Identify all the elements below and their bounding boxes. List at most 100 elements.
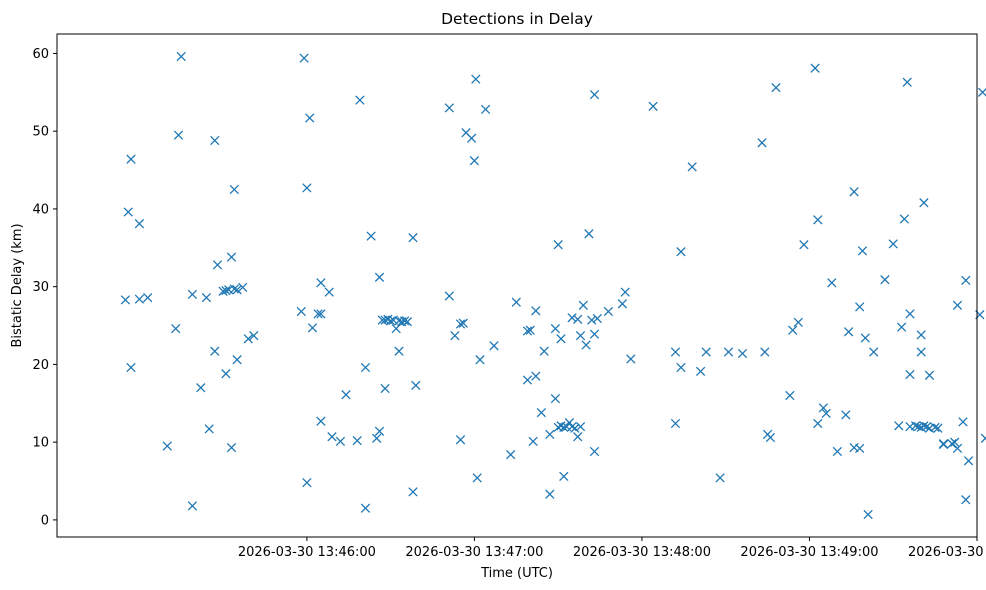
data-point [855, 302, 865, 312]
data-point [391, 323, 401, 334]
data-point [589, 89, 600, 100]
data-point [366, 231, 376, 241]
data-point [126, 362, 136, 373]
data-point [810, 63, 820, 73]
y-axis-ticks: 0 10 20 30 40 50 60 [32, 47, 57, 528]
data-point [575, 421, 586, 432]
data-point [676, 362, 686, 373]
data-point [617, 299, 628, 309]
data-point [469, 156, 480, 166]
data-point [380, 383, 390, 394]
data-point [522, 375, 533, 385]
data-point [902, 77, 912, 87]
data-point [536, 407, 547, 418]
data-point [589, 329, 600, 339]
data-point [187, 289, 198, 300]
data-point [589, 446, 600, 457]
data-point [324, 287, 334, 297]
data-point [818, 403, 829, 413]
data-point [316, 309, 326, 319]
data-point [341, 390, 351, 400]
data-point [765, 432, 776, 443]
data-point [162, 441, 172, 451]
x-tick-label: 2026-03-30 13:46:00 [238, 545, 376, 560]
data-point [578, 300, 588, 310]
x-axis-label: Time (UTC) [480, 566, 553, 581]
data-point [444, 103, 454, 113]
plot-frame [56, 33, 978, 538]
data-point [394, 346, 404, 356]
data-point [863, 509, 873, 520]
data-point [475, 355, 485, 365]
data-point [302, 183, 312, 193]
data-point [626, 354, 636, 364]
data-point [905, 369, 915, 380]
data-point [221, 285, 231, 296]
data-point [305, 113, 315, 123]
data-point [760, 347, 770, 357]
y-tick-label: 60 [32, 47, 49, 62]
data-point [648, 101, 658, 111]
data-point [701, 347, 711, 357]
data-point [458, 318, 468, 328]
data-point [687, 162, 697, 172]
data-point [176, 51, 186, 62]
data-point [573, 314, 583, 324]
y-tick-label: 0 [41, 513, 49, 528]
data-point [471, 74, 481, 84]
data-point [961, 275, 971, 286]
data-point [229, 284, 239, 294]
data-point [232, 355, 242, 365]
data-point [201, 292, 212, 303]
data-point [860, 333, 870, 343]
data-point [196, 383, 206, 393]
data-point [587, 315, 597, 325]
data-point [924, 370, 935, 380]
data-point [232, 285, 242, 295]
data-point [528, 436, 538, 447]
data-point [238, 282, 248, 293]
data-point [799, 240, 809, 250]
data-point [977, 87, 986, 97]
data-point [539, 346, 549, 356]
data-point [849, 187, 859, 197]
data-point [545, 489, 555, 499]
chart-title: Detections in Delay [441, 10, 593, 28]
data-point [472, 473, 482, 483]
data-point [229, 184, 239, 195]
data-point [226, 252, 237, 262]
data-point [857, 246, 868, 256]
data-point [958, 417, 968, 427]
y-tick-label: 40 [32, 202, 49, 217]
data-point [525, 325, 535, 335]
data-point [511, 297, 521, 307]
data-point [450, 330, 460, 341]
data-point [372, 433, 382, 443]
y-axis-label: Bistatic Delay (km) [10, 223, 25, 347]
data-point [126, 154, 136, 164]
data-point [813, 418, 823, 429]
data-point [841, 410, 851, 420]
data-point [575, 330, 586, 341]
data-point [374, 272, 385, 282]
data-point [930, 422, 940, 433]
data-points [120, 51, 986, 520]
y-tick-label: 10 [32, 436, 49, 451]
data-point [584, 229, 594, 239]
data-point [922, 421, 932, 432]
data-point [307, 323, 318, 333]
data-point [550, 323, 561, 334]
data-point [466, 133, 477, 143]
data-point [785, 390, 795, 401]
data-point [360, 503, 371, 513]
data-point [952, 443, 963, 454]
data-point [553, 240, 563, 250]
data-point [670, 347, 681, 357]
data-point [880, 275, 890, 285]
data-point [210, 346, 220, 356]
data-point [933, 423, 943, 433]
data-point [950, 437, 960, 447]
data-point [567, 421, 577, 432]
data-point [620, 287, 630, 297]
